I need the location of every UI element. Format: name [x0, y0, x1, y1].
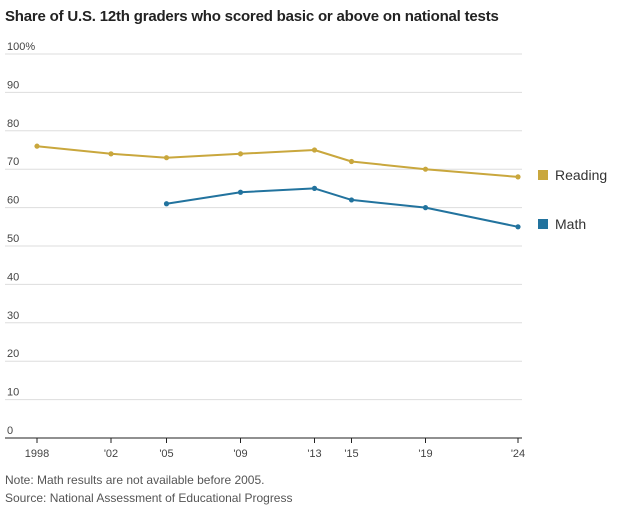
data-point-reading	[311, 147, 318, 153]
data-point-math	[311, 185, 318, 191]
x-tick-label: '05	[159, 448, 173, 460]
gridlines	[5, 53, 522, 401]
data-point-reading	[348, 158, 355, 165]
x-tick-label: '24	[511, 448, 525, 460]
y-tick-label: 40	[7, 271, 19, 283]
x-tick-label: '15	[344, 448, 358, 460]
data-point-reading	[108, 151, 114, 157]
legend-swatch-reading	[538, 170, 548, 180]
data-point-reading	[163, 155, 170, 161]
x-tick-label: '09	[233, 448, 247, 460]
series-lines	[34, 143, 521, 230]
y-tick-label: 30	[7, 310, 19, 322]
y-tick-label: 80	[7, 118, 19, 130]
y-tick-label: 100%	[7, 41, 35, 53]
y-axis-ticks: 0 10 20 30 40 50 60 70 80 90 100%	[7, 41, 35, 437]
footnote: Note: Math results are not available bef…	[5, 473, 265, 487]
data-point-reading	[34, 143, 40, 149]
x-axis: 1998 '02 '05 '09 '13 '15 '19 '24	[5, 437, 525, 460]
legend-label-math: Math	[555, 216, 586, 232]
x-tick-label: 1998	[25, 448, 49, 460]
series-line-math	[166, 187, 519, 228]
y-tick-label: 60	[7, 195, 19, 207]
y-tick-label: 90	[7, 79, 19, 91]
data-point-math	[422, 205, 429, 211]
data-point-math	[348, 197, 355, 203]
y-tick-label: 20	[7, 348, 19, 360]
y-tick-label: 50	[7, 233, 19, 245]
y-tick-label: 70	[7, 156, 19, 168]
legend: Reading Math	[538, 167, 607, 232]
data-point-reading	[237, 151, 244, 157]
y-tick-label: 0	[7, 425, 13, 437]
data-point-reading	[422, 166, 429, 172]
data-point-reading	[515, 174, 521, 180]
series-line-reading	[36, 145, 519, 178]
data-point-math	[515, 224, 521, 230]
x-tick-label: '19	[418, 448, 432, 460]
legend-swatch-math	[538, 219, 548, 229]
chart-title: Share of U.S. 12th graders who scored ba…	[5, 8, 499, 25]
source-note: Source: National Assessment of Education…	[5, 491, 293, 505]
x-tick-label: '13	[307, 448, 321, 460]
y-tick-label: 10	[7, 387, 19, 399]
data-point-math	[237, 189, 244, 195]
x-tick-label: '02	[104, 448, 118, 460]
legend-label-reading: Reading	[555, 167, 607, 183]
data-point-math	[163, 201, 170, 207]
